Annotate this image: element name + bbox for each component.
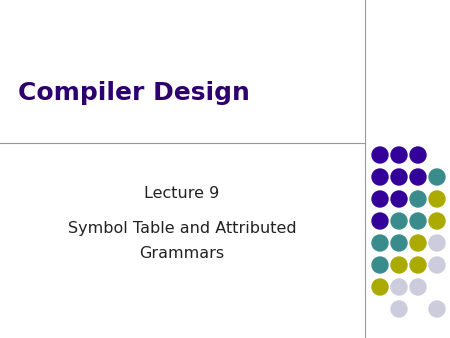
Circle shape: [391, 257, 407, 273]
Text: Lecture 9: Lecture 9: [144, 186, 220, 200]
Circle shape: [429, 213, 445, 229]
Circle shape: [391, 301, 407, 317]
Circle shape: [391, 147, 407, 163]
Circle shape: [410, 235, 426, 251]
Circle shape: [391, 235, 407, 251]
Circle shape: [372, 169, 388, 185]
Circle shape: [391, 169, 407, 185]
Circle shape: [429, 301, 445, 317]
Circle shape: [372, 213, 388, 229]
Text: Grammars: Grammars: [140, 245, 225, 261]
Circle shape: [410, 257, 426, 273]
Text: Symbol Table and Attributed: Symbol Table and Attributed: [68, 220, 296, 236]
Circle shape: [410, 169, 426, 185]
Circle shape: [429, 191, 445, 207]
Circle shape: [372, 235, 388, 251]
Circle shape: [372, 279, 388, 295]
Circle shape: [391, 279, 407, 295]
Text: Compiler Design: Compiler Design: [18, 81, 250, 105]
Circle shape: [410, 279, 426, 295]
Circle shape: [372, 191, 388, 207]
Circle shape: [372, 147, 388, 163]
Circle shape: [429, 169, 445, 185]
Circle shape: [410, 213, 426, 229]
Circle shape: [391, 191, 407, 207]
Circle shape: [410, 191, 426, 207]
Circle shape: [372, 257, 388, 273]
Circle shape: [429, 235, 445, 251]
Circle shape: [410, 147, 426, 163]
Circle shape: [429, 257, 445, 273]
Circle shape: [391, 213, 407, 229]
